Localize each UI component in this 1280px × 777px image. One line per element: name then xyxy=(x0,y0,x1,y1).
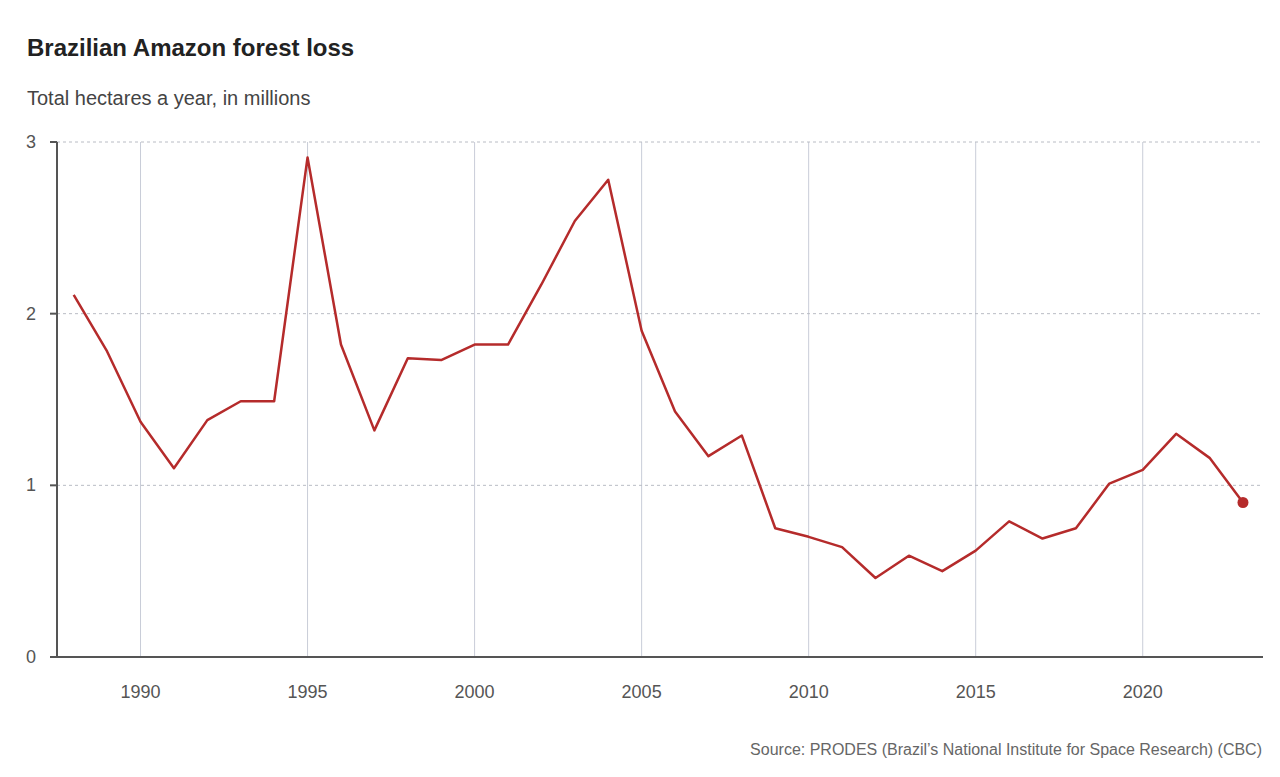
x-grid-line xyxy=(140,142,141,657)
plot-area xyxy=(74,157,1249,578)
y-tick-label: 0 xyxy=(26,647,36,667)
y-tick xyxy=(50,484,57,486)
y-grid-line xyxy=(57,313,1263,314)
data-line xyxy=(74,157,1243,578)
x-tick-label: 2015 xyxy=(956,682,996,702)
y-tick-label: 2 xyxy=(26,304,36,324)
subtitle: Total hectares a year, in millions xyxy=(27,87,310,109)
x-tick-label: 2000 xyxy=(455,682,495,702)
title: Brazilian Amazon forest loss xyxy=(27,34,354,61)
x-axis-line xyxy=(57,656,1263,658)
end-marker xyxy=(1237,497,1248,508)
x-grid-line xyxy=(474,142,475,657)
y-tick-label: 1 xyxy=(26,475,36,495)
x-grid-line xyxy=(307,142,308,657)
x-tick-label: 1990 xyxy=(120,682,160,702)
x-tick-label: 2010 xyxy=(789,682,829,702)
y-tick xyxy=(50,656,57,658)
y-axis-line xyxy=(56,142,58,657)
y-tick-label: 3 xyxy=(26,132,36,152)
source: Source: PRODES (Brazil’s National Instit… xyxy=(750,741,1262,758)
y-tick xyxy=(50,141,57,143)
x-grid-line xyxy=(975,142,976,657)
x-grid-line xyxy=(641,142,642,657)
x-tick-label: 2005 xyxy=(622,682,662,702)
y-grid-line xyxy=(57,485,1263,486)
x-grid-line xyxy=(1142,142,1143,657)
x-grid-line xyxy=(808,142,809,657)
x-tick-label: 1995 xyxy=(288,682,328,702)
chart: Brazilian Amazon forest loss Total hectar… xyxy=(0,0,1280,777)
y-grid-line xyxy=(57,142,1263,143)
x-tick-label: 2020 xyxy=(1123,682,1163,702)
chart-root: Brazilian Amazon forest loss Total hectar… xyxy=(0,0,1280,777)
y-tick xyxy=(50,313,57,315)
